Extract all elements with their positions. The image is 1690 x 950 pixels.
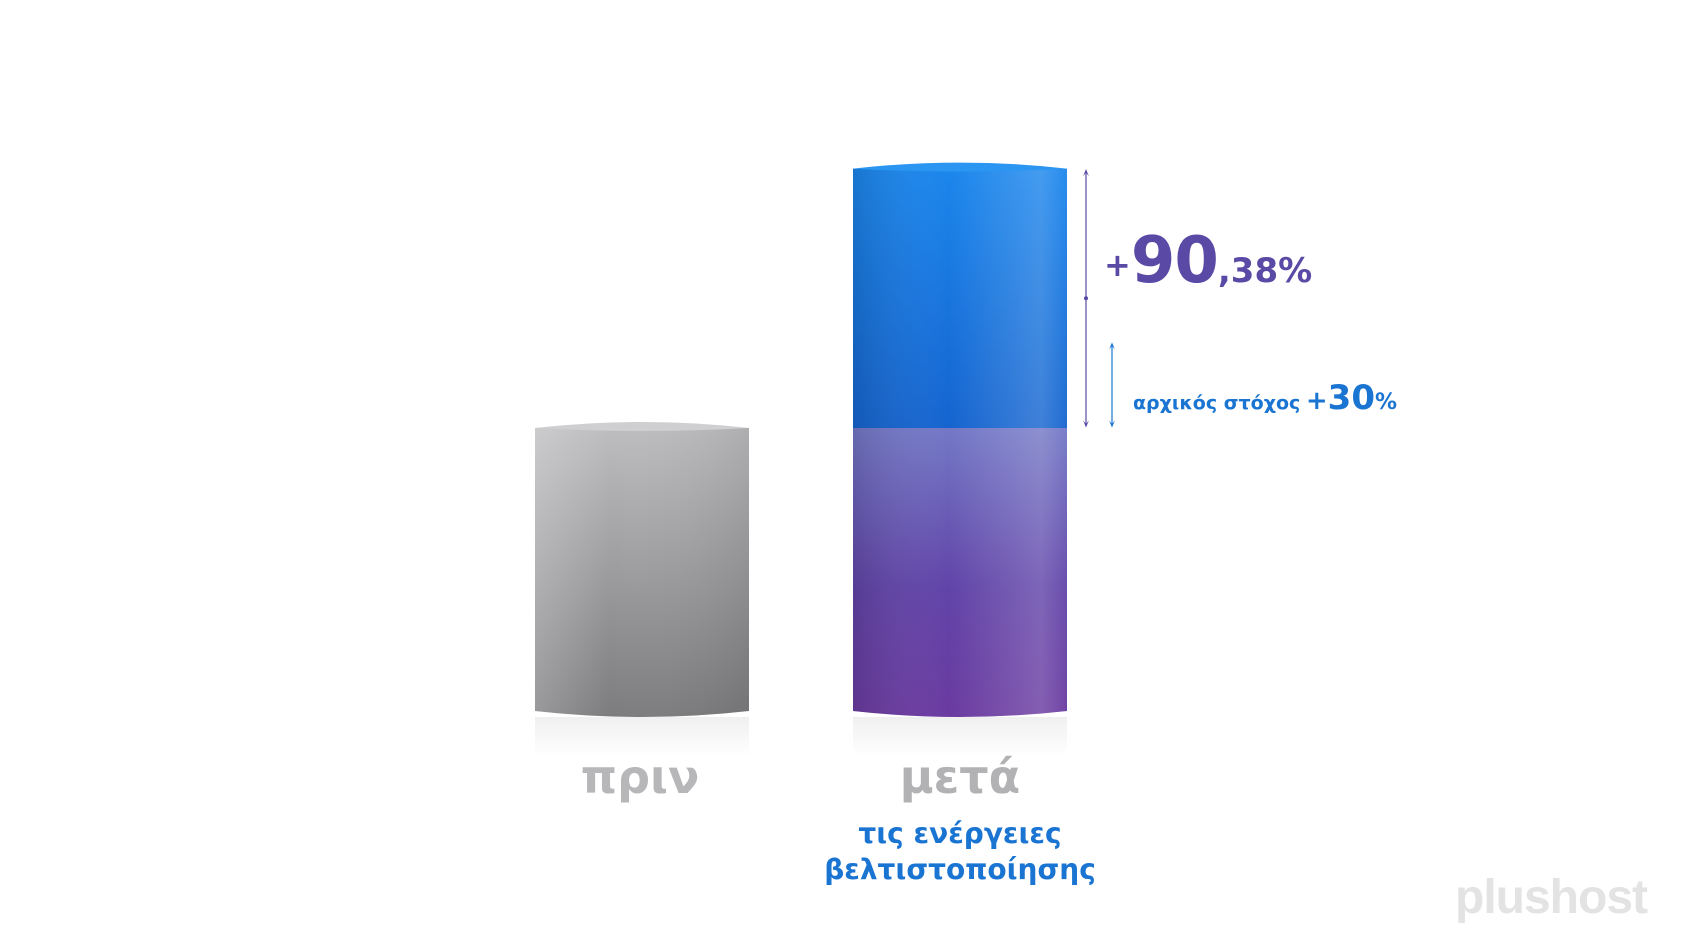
- category-subtitle-after: τις ενέργειες βελτιστοποίησης: [780, 816, 1140, 888]
- category-label-after: μετά: [899, 750, 1021, 804]
- increase-arrow-midpoint: [1084, 296, 1088, 301]
- category-subtitle-line-1: τις ενέργειες: [858, 817, 1062, 850]
- plushost-logo: plushost: [1455, 871, 1648, 924]
- bar-after-top-face: [853, 162, 1067, 172]
- target-sign: +: [1305, 386, 1328, 416]
- bar-after-reflection: [853, 717, 1067, 757]
- bar-before-top-face: [535, 422, 749, 431]
- target-value: 30: [1327, 378, 1375, 418]
- increase-sign: +: [1104, 246, 1131, 284]
- bar-after-shading: [853, 168, 1067, 718]
- target-unit: %: [1375, 390, 1398, 415]
- increase-integer: 90: [1130, 224, 1219, 298]
- bar-before-reflection: [535, 717, 749, 757]
- category-label-before: πριν: [580, 750, 700, 804]
- increase-annotation: +90,38%: [1104, 224, 1312, 298]
- target-annotation: αρχικός στόχος +30%: [1133, 378, 1397, 418]
- target-text: αρχικός στόχος: [1133, 392, 1301, 414]
- increase-decimal: ,38%: [1217, 251, 1313, 291]
- bar-before-shading: [535, 428, 749, 717]
- category-subtitle-line-2: βελτιστοποίησης: [824, 853, 1096, 886]
